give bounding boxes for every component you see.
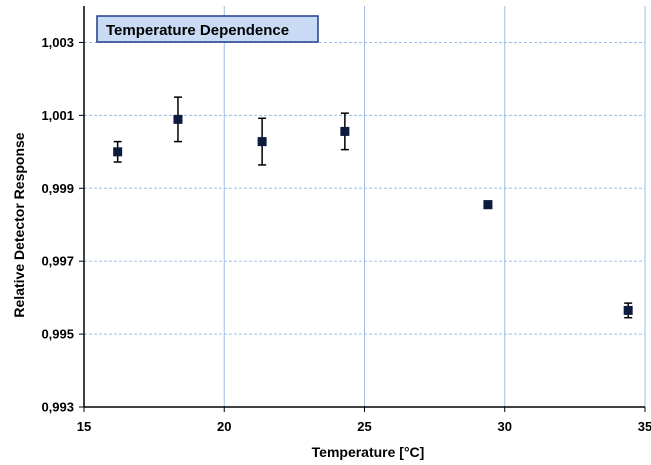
chart-legend: Temperature Dependence bbox=[96, 15, 319, 43]
data-point bbox=[483, 200, 493, 210]
data-point bbox=[173, 96, 183, 143]
x-axis-ticks: 15 20 25 30 35 bbox=[77, 407, 651, 434]
point-marker bbox=[257, 137, 267, 147]
x-tick-label: 30 bbox=[498, 419, 512, 434]
chart-title: Temperature Dependence bbox=[106, 22, 289, 39]
x-tick-label: 20 bbox=[217, 419, 231, 434]
x-tick-label: 25 bbox=[357, 419, 371, 434]
point-marker bbox=[340, 126, 350, 136]
point-marker bbox=[623, 305, 633, 315]
point-marker bbox=[483, 200, 493, 210]
y-tick-label: 1,003 bbox=[41, 35, 74, 50]
data-point bbox=[340, 112, 350, 151]
data-points bbox=[113, 96, 633, 319]
grid-lines bbox=[84, 6, 646, 407]
point-marker bbox=[173, 114, 183, 124]
y-axis-ticks: 0,993 0,995 0,997 0,999 1,001 1,003 bbox=[41, 35, 84, 415]
y-tick-label: 1,001 bbox=[41, 108, 74, 123]
y-axis-title: Relative Detector Response bbox=[11, 132, 27, 317]
y-tick-label: 0,999 bbox=[41, 181, 74, 196]
y-tick-label: 0,997 bbox=[41, 254, 74, 269]
data-point bbox=[113, 140, 123, 163]
data-point bbox=[623, 302, 633, 319]
point-marker bbox=[113, 147, 123, 157]
x-axis-title: Temperature [°C] bbox=[312, 444, 425, 460]
x-tick-label: 35 bbox=[638, 419, 651, 434]
legend-box bbox=[96, 15, 319, 43]
x-tick-label: 15 bbox=[77, 419, 91, 434]
y-tick-label: 0,995 bbox=[41, 327, 74, 342]
y-tick-label: 0,993 bbox=[41, 400, 74, 415]
data-point bbox=[257, 117, 267, 166]
